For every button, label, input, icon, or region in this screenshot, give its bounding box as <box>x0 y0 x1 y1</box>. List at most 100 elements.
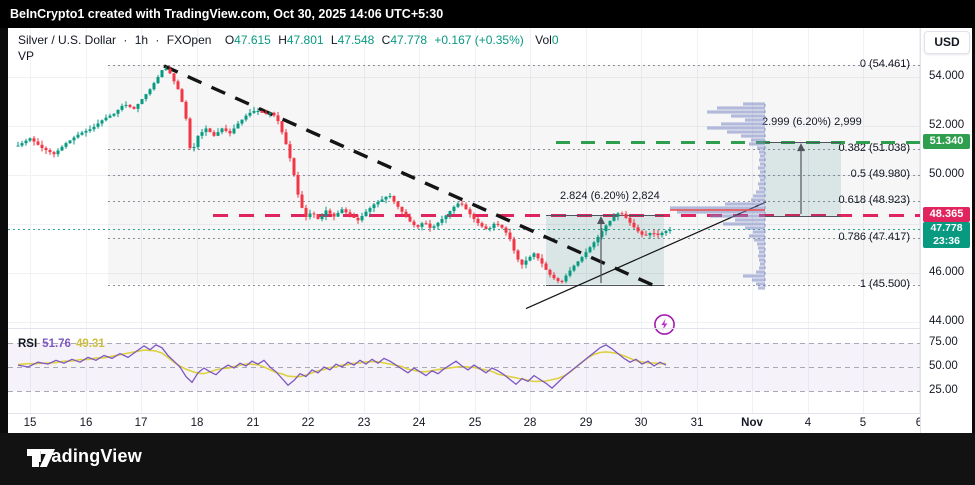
price-axis-label: 54.000 <box>929 70 965 82</box>
time-axis-label: 30 <box>634 417 648 429</box>
time-axis-label: 5 <box>859 417 867 429</box>
resistance-price-label: 51.340 <box>923 134 970 149</box>
time-axis-label: 23 <box>357 417 371 429</box>
grid-vline <box>475 28 476 413</box>
time-axis-label: 31 <box>690 417 704 429</box>
grid-vline <box>530 28 531 413</box>
time-axis-label: 28 <box>523 417 537 429</box>
grid-hline <box>8 273 920 274</box>
lightning-bolt-glyph <box>654 314 675 335</box>
open-value: 47.615 <box>234 33 271 47</box>
grid-vline <box>586 28 587 413</box>
time-axis-label: 29 <box>579 417 593 429</box>
grid-vline <box>253 28 254 413</box>
rsi-value: 51.76 <box>42 338 71 350</box>
rsi-axis-label: 75.00 <box>929 336 958 348</box>
symbol-title: Silver / U.S. Dollar <box>18 33 117 47</box>
rsi-legend: RSI 51.76 49.31 <box>18 338 105 350</box>
grid-vline <box>863 28 864 413</box>
time-axis-label: 21 <box>246 417 260 429</box>
high-value: 47.801 <box>286 33 324 47</box>
grid-vline <box>697 28 698 413</box>
last-price-dotted-line <box>8 229 920 230</box>
price-axis-label: 50.000 <box>929 168 965 180</box>
rsi-ma-value: 49.31 <box>75 338 105 350</box>
fib-level-line <box>108 175 920 176</box>
grid-vline <box>308 28 309 413</box>
footer-bar: TradingView <box>0 433 975 485</box>
time-axis-label: Nov <box>741 417 763 429</box>
fib-level-label: 0 (54.461) <box>859 58 910 70</box>
fib-level-label: 0.786 (47.417) <box>838 231 910 243</box>
time-axis-label: 17 <box>134 417 148 429</box>
rsi-axis-label: 50.00 <box>929 360 958 372</box>
banner-text: BeInCrypto1 created with TradingView.com… <box>10 7 444 21</box>
volume-value: 0 <box>551 33 559 47</box>
pane-separator[interactable] <box>8 328 920 329</box>
price-axis-label: 44.000 <box>929 315 965 327</box>
time-axis-label: 22 <box>301 417 315 429</box>
grid-vline <box>364 28 365 413</box>
close-value: 47.778 <box>390 33 428 47</box>
fib-level-line <box>108 285 920 286</box>
time-axis-label: 24 <box>412 417 426 429</box>
indicator-label-vp: VP <box>18 49 35 63</box>
grid-vline <box>419 28 420 413</box>
grid-hline <box>8 224 920 225</box>
currency-toggle-button[interactable]: USD <box>924 31 970 54</box>
last-price-label: 47.778 23:36 <box>923 222 970 248</box>
rsi-level-line <box>8 343 920 344</box>
rsi-level-line <box>8 391 920 392</box>
time-axis-label: 16 <box>79 417 93 429</box>
grid-vline <box>197 28 198 413</box>
bar-countdown: 23:36 <box>933 235 960 247</box>
lightning-bolt-icon[interactable] <box>653 313 676 336</box>
grid-vline <box>641 28 642 413</box>
time-axis-label: 4 <box>804 417 812 429</box>
resistance-dashed-line <box>556 141 920 144</box>
grid-vline <box>919 28 920 413</box>
time-axis-label: 6 <box>915 417 923 429</box>
projection-annotation: 2.824 (6.20%) 2,824 <box>560 190 660 202</box>
fib-level-line <box>108 65 920 66</box>
interval-label: 1h <box>134 33 149 47</box>
exchange-label: FXOpen <box>166 33 212 47</box>
time-axis-label: 18 <box>190 417 204 429</box>
tradingview-logo[interactable]: TradingView <box>26 446 142 467</box>
rsi-indicator-pane[interactable] <box>8 328 920 413</box>
last-price-value: 47.778 <box>930 222 963 234</box>
time-axis[interactable]: 15 16 17 18 21 22 23 24 25 28 29 30 31 Nov 4 5 6 <box>8 413 923 434</box>
symbol-legend: Silver / U.S. Dollar · 1h · FXOpen O47.6… <box>18 33 559 47</box>
fib-level-line <box>108 201 920 202</box>
low-value: 47.548 <box>337 33 375 47</box>
fib-level-label: 0.382 (51.038) <box>838 142 910 154</box>
price-scale[interactable]: 51.340 48.365 47.778 23:36 54.000 52.000 5… <box>920 28 972 433</box>
fib-level-label: 0.5 (49.980) <box>850 168 910 180</box>
time-axis-label: 15 <box>23 417 37 429</box>
price-axis-label: 52.000 <box>929 119 965 131</box>
time-axis-label: 25 <box>468 417 482 429</box>
tradingview-logo-icon <box>27 449 55 467</box>
grid-vline <box>141 28 142 413</box>
projection-annotation: 2.999 (6.20%) 2,999 <box>762 116 862 128</box>
rsi-label: RSI <box>18 338 38 350</box>
grid-hline <box>8 77 920 78</box>
grid-vline <box>808 28 809 413</box>
rsi-axis-label: 25.00 <box>929 384 958 396</box>
grid-hline <box>8 126 920 127</box>
fib-level-label: 1 (45.500) <box>859 278 910 290</box>
candlestick-chart[interactable] <box>8 28 920 328</box>
price-projection-box <box>765 142 841 217</box>
change-value: +0.167 (+0.35%) <box>434 33 524 47</box>
fib-level-label: 0.618 (48.923) <box>838 194 910 206</box>
grid-vline <box>86 28 87 413</box>
price-axis-label: 46.000 <box>929 266 965 278</box>
tradingview-logo-text: TradingView <box>34 446 142 466</box>
volume-label: Vol <box>535 33 552 47</box>
grid-hline <box>8 322 920 323</box>
fib-level-line <box>108 149 920 150</box>
support-price-label: 48.365 <box>923 207 970 222</box>
attribution-banner: BeInCrypto1 created with TradingView.com… <box>0 0 975 28</box>
grid-vline <box>30 28 31 413</box>
